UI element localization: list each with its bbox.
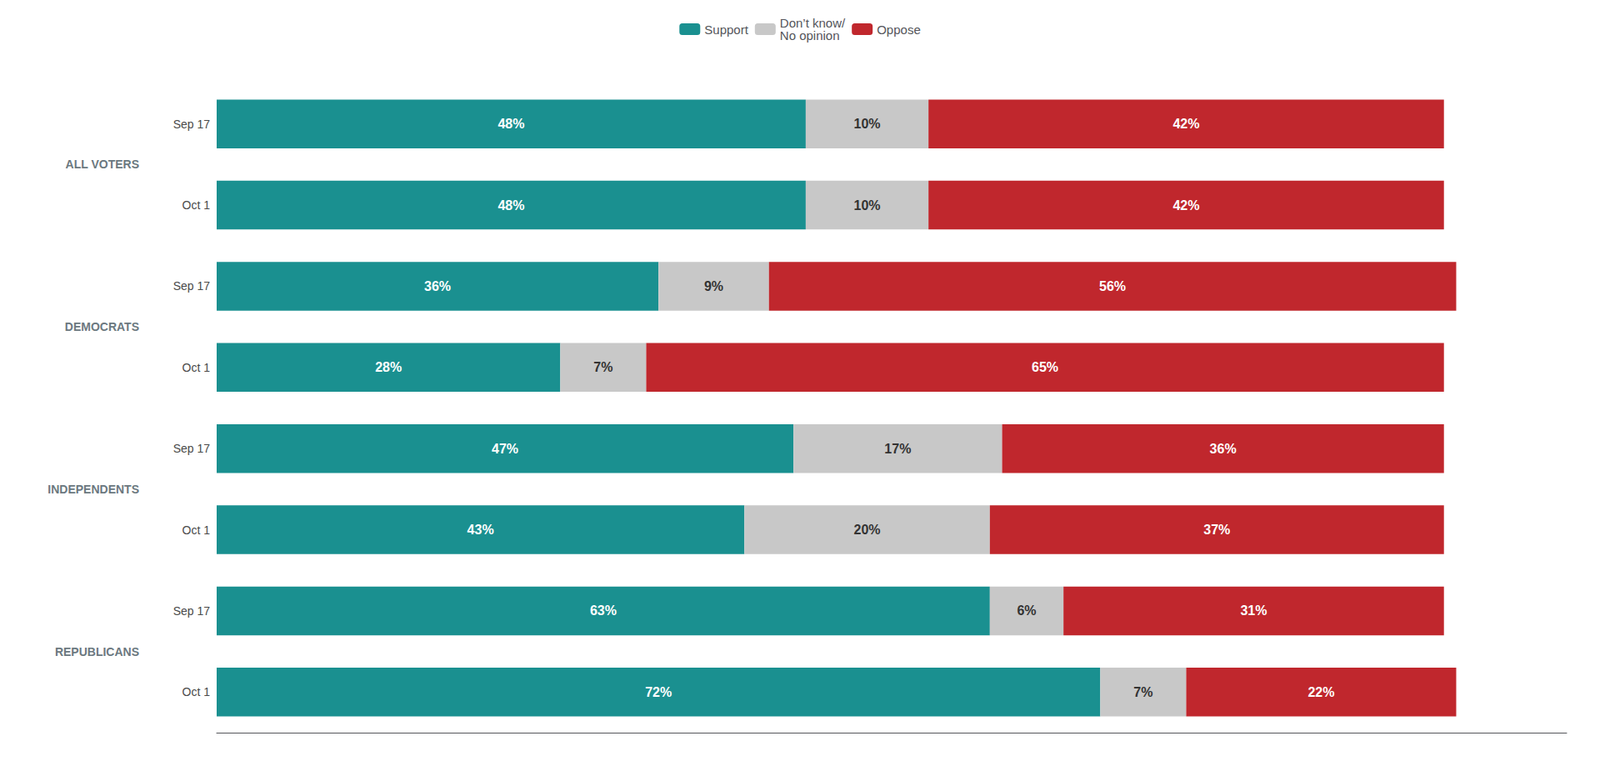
svg-text:63%: 63%	[590, 603, 617, 618]
svg-text:Sep 17: Sep 17	[173, 117, 211, 131]
svg-text:Don’t know/: Don’t know/	[779, 15, 846, 30]
svg-text:INDEPENDENTS: INDEPENDENTS	[47, 482, 140, 496]
svg-text:Oppose: Oppose	[876, 22, 921, 37]
svg-text:20%: 20%	[854, 522, 881, 537]
svg-text:Oct 1: Oct 1	[182, 198, 211, 212]
svg-text:37%: 37%	[1203, 522, 1230, 537]
svg-text:7%: 7%	[593, 360, 613, 375]
svg-text:10%: 10%	[854, 198, 881, 213]
svg-text:17%: 17%	[884, 441, 911, 456]
svg-text:7%: 7%	[1133, 685, 1153, 700]
svg-text:48%: 48%	[497, 198, 525, 213]
svg-text:47%: 47%	[491, 441, 519, 456]
svg-text:72%: 72%	[645, 685, 672, 700]
svg-text:Sep 17: Sep 17	[173, 279, 211, 293]
svg-text:10%: 10%	[854, 116, 881, 131]
svg-text:56%: 56%	[1099, 279, 1126, 294]
svg-text:42%: 42%	[1172, 198, 1200, 213]
svg-text:Sep 17: Sep 17	[173, 441, 211, 455]
svg-text:DEMOCRATS: DEMOCRATS	[65, 320, 140, 334]
svg-text:Sep 17: Sep 17	[173, 604, 211, 618]
svg-text:6%: 6%	[1016, 603, 1036, 618]
svg-text:9%: 9%	[704, 279, 724, 294]
svg-text:65%: 65%	[1031, 360, 1059, 375]
svg-text:36%: 36%	[1210, 441, 1237, 456]
svg-text:48%: 48%	[497, 116, 525, 131]
svg-text:43%: 43%	[467, 522, 495, 537]
svg-text:31%: 31%	[1240, 603, 1267, 618]
svg-text:Oct 1: Oct 1	[182, 360, 211, 375]
svg-text:Oct 1: Oct 1	[182, 685, 211, 699]
svg-text:28%: 28%	[375, 360, 402, 375]
svg-text:Support: Support	[704, 22, 749, 37]
svg-text:No opinion: No opinion	[780, 28, 840, 43]
svg-text:ALL VOTERS: ALL VOTERS	[65, 157, 140, 171]
svg-text:22%: 22%	[1307, 685, 1335, 700]
svg-text:REPUBLICANS: REPUBLICANS	[55, 645, 140, 659]
svg-text:Oct 1: Oct 1	[182, 523, 211, 537]
svg-text:36%: 36%	[424, 279, 451, 294]
svg-text:42%: 42%	[1172, 116, 1200, 131]
